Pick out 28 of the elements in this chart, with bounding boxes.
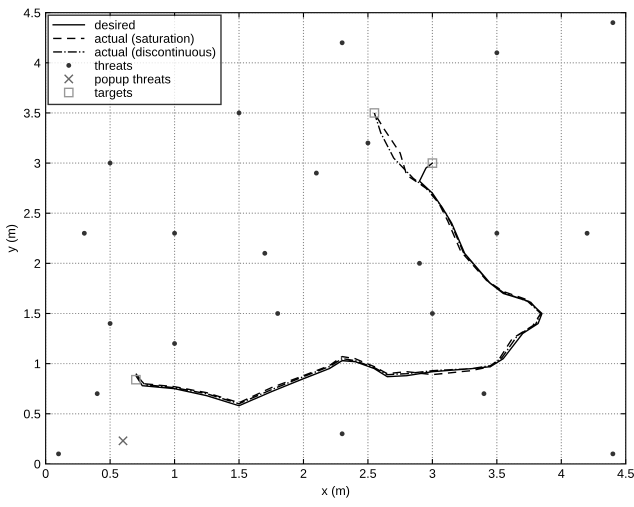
y-tick-label: 0 [34,460,40,469]
y-tick-label: 3 [34,158,40,168]
y-tick-label: 1.5 [24,309,40,318]
legend-label: threats [94,60,132,70]
x-tick-label: 0.5 [102,469,118,478]
x-tick-label: 4 [558,469,564,478]
y-tick-label: 4 [34,58,40,68]
x-tick-label: 3 [429,469,436,478]
legend-label: desired [94,20,135,30]
y-tick-label: 3.5 [24,108,40,118]
y-axis-title: y (m) [6,224,18,252]
x-tick-label: 4.5 [617,469,634,478]
y-tick-label: 1 [34,360,40,368]
x-tick-label: 0 [42,469,49,478]
legend-label: targets [94,88,132,100]
x-tick-label: 2 [300,469,306,478]
x-axis-title: x (m) [322,486,350,498]
legend-label: popup threats [95,74,170,86]
legend-label: actual (saturation) [94,34,194,46]
x-tick-label: 1 [172,469,178,478]
x-tick-label: 1.5 [231,469,248,478]
x-tick-label: 3.5 [488,469,506,478]
y-tick-label: 0.5 [24,410,40,418]
y-tick-label: 4.5 [24,8,40,18]
y-tick-label: 2 [34,259,40,268]
legend-label: actual (discontinuous) [94,47,216,59]
y-tick-label: 2.5 [24,209,40,218]
x-tick-label: 2.5 [360,469,376,478]
